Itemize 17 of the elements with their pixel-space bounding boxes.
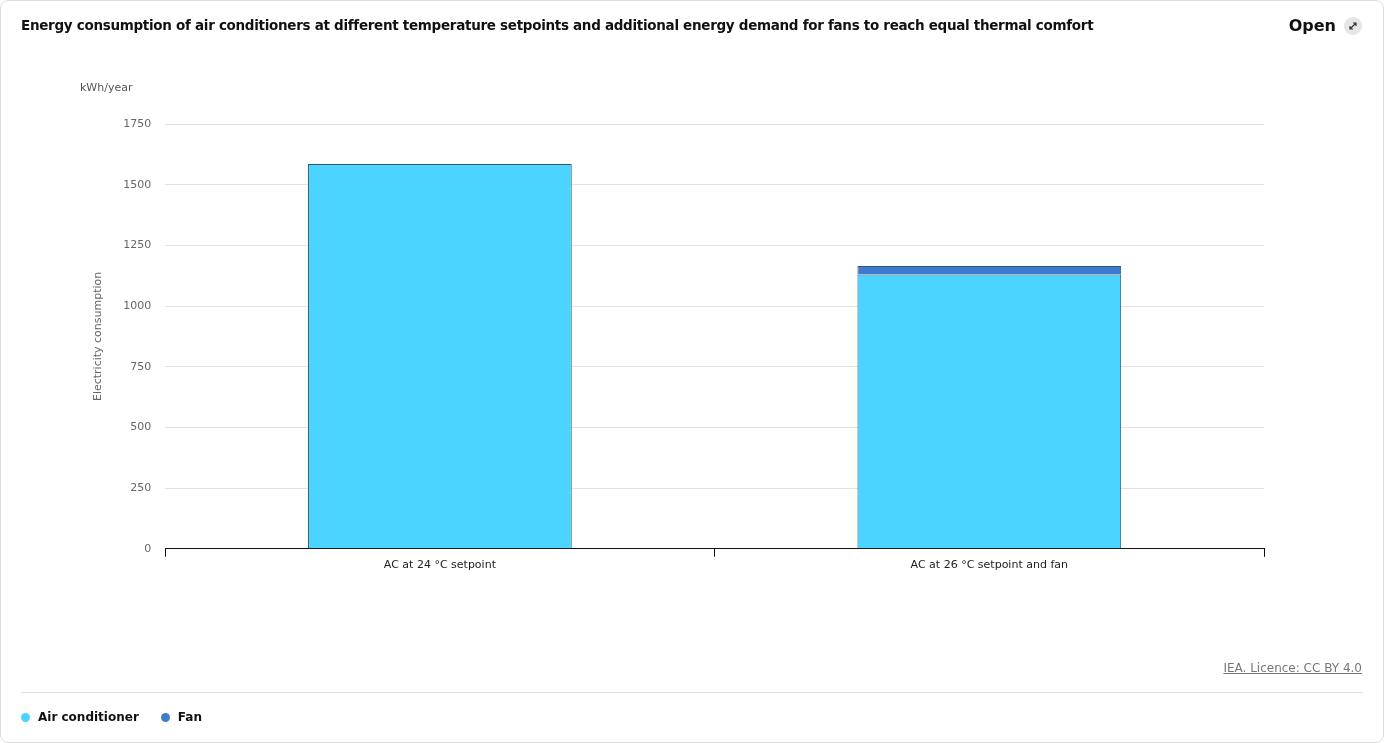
text: Open bbox=[1288, 16, 1336, 35]
y-tick-label: 1250 bbox=[123, 238, 152, 252]
y-tick-label: 1000 bbox=[123, 298, 152, 312]
x-tick-label: AC at 24 °C setpoint bbox=[383, 558, 497, 572]
y-tick-label: 0 bbox=[144, 541, 152, 555]
y-axis-title: Electricity consumption bbox=[91, 271, 105, 402]
legend-label: Fan bbox=[176, 710, 202, 724]
text: kWh/year bbox=[80, 80, 133, 94]
y-tick-label: 1750 bbox=[123, 116, 152, 130]
chart-title: Energy consumption of air conditioners at different temperature setpoints and additional energy demand for fans to reach equal thermal comfort bbox=[21, 17, 1094, 33]
y-tick-label: 750 bbox=[130, 359, 152, 373]
legend-label: Air conditioner bbox=[37, 710, 139, 724]
x-tick-label: AC at 26 °C setpoint and fan bbox=[910, 558, 1069, 572]
text: IEA. Licence: CC BY 4.0 bbox=[1223, 661, 1362, 675]
y-tick-label: 1500 bbox=[123, 177, 152, 191]
y-tick-label: 250 bbox=[130, 480, 152, 494]
y-tick-label: 500 bbox=[130, 420, 152, 434]
